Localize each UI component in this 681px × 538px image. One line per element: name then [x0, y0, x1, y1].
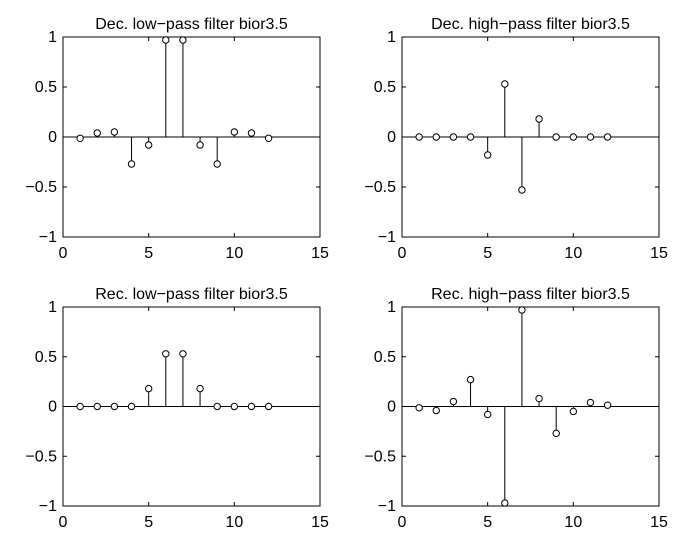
y-tick-label: 0.5	[374, 349, 396, 366]
subplot-title: Rec. low−pass filter bior3.5	[95, 286, 288, 303]
y-tick-label: 0	[48, 129, 57, 146]
stem-marker	[196, 141, 204, 149]
subplot-title: Rec. high−pass filter bior3.5	[431, 286, 630, 303]
x-tick-label: 15	[311, 514, 329, 531]
stem-marker	[110, 128, 119, 136]
stem-marker	[76, 134, 84, 143]
stem-marker	[144, 384, 153, 393]
stem-marker	[552, 429, 560, 438]
x-tick-label: 10	[564, 514, 582, 531]
x-tick-label: 5	[144, 245, 153, 262]
stem-marker	[586, 133, 595, 141]
stem-marker	[179, 36, 187, 44]
y-tick-label: −1	[378, 229, 396, 246]
subplot-3: Rec. low−pass filter bior3.510.50−0.5−10…	[25, 286, 329, 531]
stem-marker	[483, 151, 492, 159]
y-tick-label: 1	[387, 29, 396, 46]
x-tick-label: 0	[398, 514, 407, 531]
y-tick-label: 0.5	[374, 79, 396, 96]
stem-marker	[603, 133, 612, 141]
stem-marker	[264, 134, 273, 143]
stem-marker	[127, 402, 136, 411]
stem-marker	[110, 402, 119, 411]
y-tick-label: 0.5	[35, 349, 57, 366]
y-tick-label: 1	[387, 299, 396, 316]
subplot-title: Dec. high−pass filter bior3.5	[431, 16, 630, 33]
stem-marker	[466, 133, 475, 141]
stem-marker	[535, 115, 543, 123]
y-tick-label: −0.5	[25, 179, 57, 196]
stem-marker	[466, 375, 475, 384]
stem-marker	[432, 406, 440, 415]
x-tick-label: 0	[59, 514, 68, 531]
stem-marker	[76, 402, 84, 411]
subplot-4: Rec. high−pass filter bior3.5 1 0.5 0 −0.5 −1…	[364, 286, 668, 531]
stem-marker	[93, 129, 101, 137]
x-tick-label: 15	[311, 245, 329, 262]
stem-marker	[230, 128, 239, 136]
y-tick-label: −1	[39, 229, 57, 246]
y-tick-label: −0.5	[364, 448, 396, 465]
stem-marker	[483, 410, 492, 419]
stem-marker	[569, 133, 578, 141]
stem-marker	[501, 80, 509, 88]
stem-marker	[449, 397, 458, 406]
y-tick-label: 0.5	[35, 79, 57, 96]
y-tick-label: 0	[48, 399, 57, 416]
y-tick-label: −0.5	[364, 179, 396, 196]
stem-marker	[432, 133, 440, 141]
stem-marker	[144, 141, 153, 149]
stem-marker	[501, 499, 509, 507]
subplot-title: Dec. low−pass filter bior3.5	[95, 16, 288, 33]
subplot-1: Dec. low−pass filter bior3.510.50−0.5−10…	[25, 16, 329, 262]
stem-marker	[569, 407, 578, 416]
x-tick-label: 15	[650, 245, 668, 262]
stem-marker	[213, 160, 221, 168]
stem-marker	[93, 402, 101, 411]
y-tick-label: 1	[48, 299, 57, 316]
x-tick-label: 5	[483, 245, 492, 262]
stem-marker	[603, 401, 612, 409]
x-tick-label: 5	[144, 514, 153, 531]
stem-marker	[196, 384, 204, 393]
stem-marker	[213, 402, 221, 411]
stem-marker	[552, 133, 560, 141]
x-tick-label: 10	[225, 514, 243, 531]
stem-marker	[230, 402, 239, 411]
stem-marker	[162, 350, 170, 358]
x-tick-label: 10	[564, 245, 582, 262]
x-tick-label: 0	[59, 245, 68, 262]
stem-marker	[518, 306, 526, 314]
stem-marker	[264, 402, 273, 411]
x-tick-label: 0	[398, 245, 407, 262]
subplot-2: Dec. high−pass filter bior3.5 1 0.5 0 −0.5 −1…	[364, 16, 668, 262]
y-tick-label: 0	[387, 399, 396, 416]
x-tick-label: 15	[650, 514, 668, 531]
stem-marker	[162, 36, 170, 44]
x-tick-label: 10	[225, 245, 243, 262]
stem-marker	[518, 186, 526, 194]
stem-marker	[247, 129, 256, 137]
y-tick-label: −1	[378, 498, 396, 515]
stem-marker	[449, 133, 458, 141]
stem-marker	[586, 398, 595, 407]
y-tick-label: 0	[387, 129, 396, 146]
stem-marker	[535, 394, 543, 403]
y-tick-label: −0.5	[25, 448, 57, 465]
stem-marker	[415, 404, 423, 412]
y-tick-label: −1	[39, 498, 57, 515]
stem-marker	[247, 402, 256, 411]
stem-marker	[179, 350, 187, 358]
stem-marker	[127, 160, 136, 168]
y-tick-label: 1	[48, 29, 57, 46]
x-tick-label: 5	[483, 514, 492, 531]
stem-marker	[415, 133, 423, 141]
